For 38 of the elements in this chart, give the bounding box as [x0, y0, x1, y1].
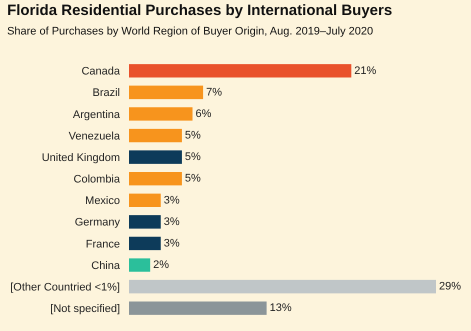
y-tick-label: China — [91, 260, 121, 272]
data-label: 3% — [164, 237, 180, 250]
data-label: 3% — [164, 194, 180, 206]
chart-title: Florida Residential Purchases by International Buyers — [7, 2, 392, 19]
data-label: 21% — [354, 64, 377, 77]
bar — [129, 172, 182, 186]
data-label: 5% — [184, 130, 202, 142]
y-tick-label: Mexico — [85, 195, 120, 208]
data-label: 5% — [184, 172, 202, 185]
data-label: 6% — [196, 108, 212, 120]
y-tick-label: Colombia — [74, 174, 121, 186]
y-tick-label: Brazil — [92, 87, 120, 100]
bar — [129, 302, 267, 315]
bar — [129, 86, 204, 100]
bar — [129, 107, 193, 121]
bar — [129, 258, 150, 272]
chart-subtitle: Share of Purchases by World Region of Buyer Origin, Aug. 2019–July 2020 — [7, 25, 374, 38]
y-tick-label: United Kingdom — [42, 152, 120, 164]
bar — [129, 150, 182, 164]
data-label: 5% — [184, 151, 202, 164]
y-tick-label: Argentina — [72, 108, 121, 121]
data-label: 3% — [164, 216, 180, 228]
bar — [129, 215, 161, 229]
y-tick-label: Germany — [74, 216, 120, 229]
bar — [129, 128, 182, 142]
y-tick-label: Canada — [81, 66, 121, 78]
bar — [129, 194, 161, 207]
data-label: 2% — [153, 259, 170, 272]
bar — [129, 280, 436, 294]
y-tick-label: France — [86, 238, 120, 250]
y-tick-label: Venezuela — [68, 130, 121, 142]
bar — [129, 236, 161, 250]
bar — [129, 64, 352, 78]
data-label: 29% — [439, 280, 462, 293]
y-tick-label: [Not specified] — [50, 303, 120, 316]
data-label: 7% — [206, 86, 222, 98]
data-label: 13% — [270, 302, 292, 314]
y-tick-label: [Other Countried <1%] — [10, 281, 120, 294]
